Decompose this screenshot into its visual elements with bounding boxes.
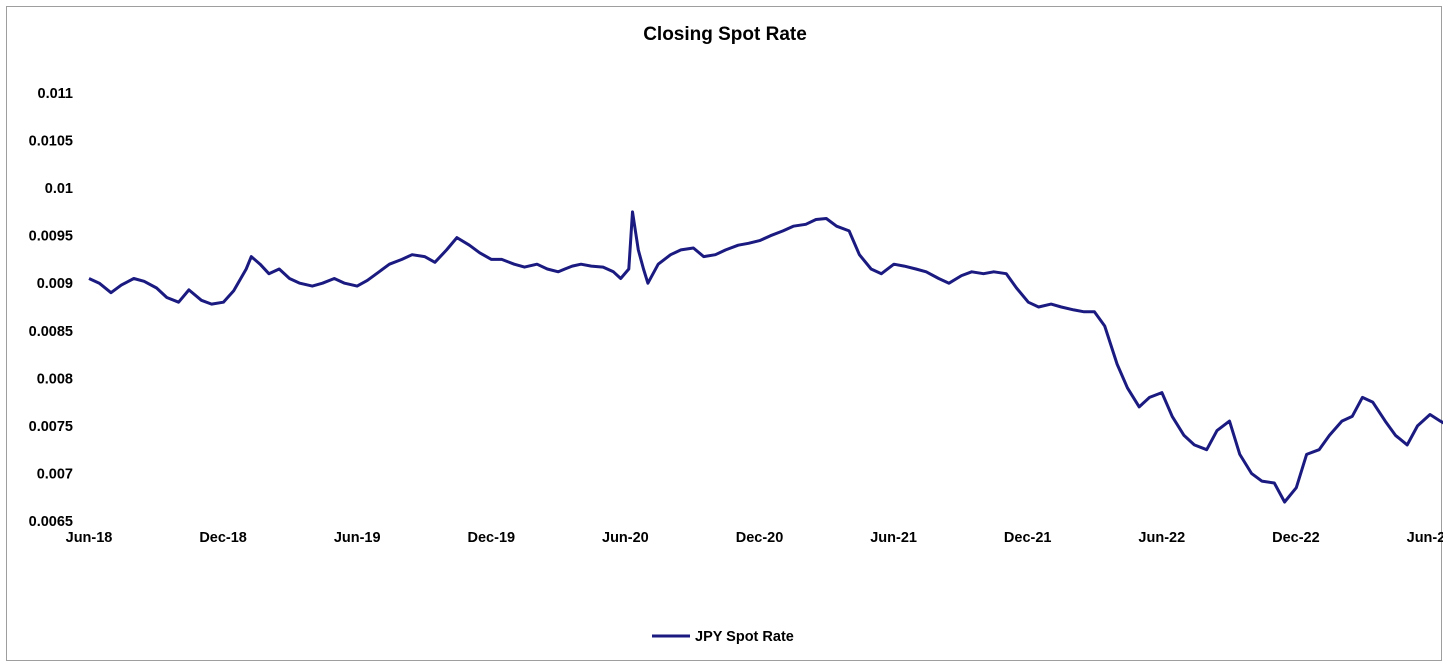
x-tick-label: Jun-21 (870, 530, 917, 546)
series-group (88, 210, 1443, 504)
y-tick-label: 0.007 (37, 466, 73, 482)
x-tick-label: Dec-21 (1004, 530, 1052, 546)
y-tick-label: 0.0065 (29, 514, 73, 530)
x-axis-tick-labels: Jun-18 Dec-18 Jun-19 Dec-19 Jun-20 Dec-20 Jun-… (66, 530, 1443, 546)
y-tick-label: 0.0095 (29, 229, 73, 245)
chart-title: Closing Spot Rate (643, 24, 807, 45)
chart-frame: Closing Spot Rate 0.0065 0.007 0.0075 0.008… (6, 6, 1443, 661)
y-tick-label: 0.0105 (29, 134, 73, 150)
line-chart: Closing Spot Rate 0.0065 0.007 0.0075 0.008… (29, 24, 1443, 645)
x-tick-label: Dec-19 (468, 530, 516, 546)
x-tick-label: Jun-22 (1138, 530, 1185, 546)
y-tick-label: 0.008 (37, 371, 73, 387)
legend: JPY Spot Rate (652, 629, 794, 645)
y-tick-label: 0.0075 (29, 419, 73, 435)
y-tick-label: 0.009 (37, 276, 73, 292)
x-tick-label: Jun-18 (66, 530, 113, 546)
x-tick-label: Dec-22 (1272, 530, 1320, 546)
x-tick-label: Jun-20 (602, 530, 649, 546)
y-axis-tick-labels: 0.0065 0.007 0.0075 0.008 0.0085 0.009 0.0095 0… (29, 86, 73, 530)
x-tick-label: Jun-19 (334, 530, 381, 546)
legend-label-jpy: JPY Spot Rate (695, 629, 794, 645)
x-tick-label: Jun-23 (1407, 530, 1443, 546)
y-tick-label: 0.0085 (29, 324, 73, 340)
x-tick-label: Dec-20 (736, 530, 784, 546)
y-tick-label: 0.01 (45, 181, 73, 197)
x-tick-label: Dec-18 (199, 530, 247, 546)
series-line-jpy-spot-rate (88, 210, 1443, 504)
y-tick-label: 0.011 (38, 86, 74, 102)
